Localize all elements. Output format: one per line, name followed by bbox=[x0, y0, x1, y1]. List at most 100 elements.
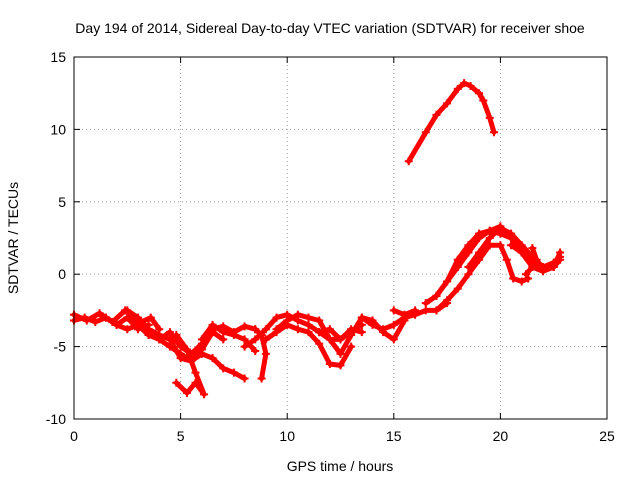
data-point bbox=[325, 359, 334, 368]
data-point bbox=[172, 378, 181, 387]
data-point bbox=[336, 349, 345, 358]
data-point bbox=[507, 229, 516, 238]
y-axis-label: SDTVAR / TECUs bbox=[5, 182, 21, 294]
data-point bbox=[485, 226, 494, 235]
data-point bbox=[155, 335, 164, 344]
plot-data bbox=[70, 79, 565, 399]
y-tick-label: -10 bbox=[46, 411, 66, 427]
series-arc-17 bbox=[404, 79, 499, 166]
data-point bbox=[517, 241, 526, 250]
data-point bbox=[466, 81, 475, 90]
data-point bbox=[507, 241, 516, 250]
data-point bbox=[257, 374, 266, 383]
x-tick-label: 20 bbox=[493, 428, 509, 444]
data-point bbox=[357, 313, 366, 322]
data-point bbox=[208, 325, 217, 334]
series-line bbox=[370, 318, 407, 342]
data-point bbox=[539, 267, 548, 276]
data-point bbox=[517, 248, 526, 257]
data-point bbox=[475, 229, 484, 238]
data-point bbox=[133, 313, 142, 322]
data-point bbox=[357, 328, 366, 337]
data-point bbox=[82, 316, 91, 325]
series-line bbox=[252, 326, 269, 381]
data-point bbox=[315, 316, 324, 325]
data-point bbox=[453, 84, 462, 93]
data-point bbox=[496, 241, 505, 250]
data-point bbox=[496, 223, 505, 232]
series-line bbox=[199, 322, 258, 354]
data-point bbox=[240, 374, 249, 383]
data-point bbox=[549, 262, 558, 271]
data-point bbox=[200, 390, 209, 399]
data-point bbox=[509, 274, 518, 283]
data-point bbox=[219, 322, 228, 331]
data-point bbox=[197, 349, 206, 358]
data-point bbox=[475, 248, 484, 257]
data-point bbox=[112, 320, 121, 329]
data-point bbox=[464, 270, 473, 279]
data-point bbox=[475, 89, 484, 98]
data-point bbox=[251, 335, 260, 344]
data-point bbox=[208, 354, 217, 363]
data-point bbox=[315, 328, 324, 337]
data-point bbox=[453, 284, 462, 293]
data-point bbox=[336, 335, 345, 344]
x-tick-label: 25 bbox=[599, 428, 615, 444]
data-point bbox=[528, 244, 537, 253]
series-line bbox=[508, 242, 563, 274]
series-arc-23 bbox=[521, 244, 541, 279]
series-arc-20 bbox=[432, 241, 533, 315]
data-point bbox=[165, 342, 174, 351]
data-point bbox=[304, 328, 313, 337]
data-point bbox=[479, 96, 488, 105]
data-point bbox=[421, 299, 430, 308]
data-point bbox=[432, 110, 441, 119]
series-arc-13 bbox=[315, 325, 366, 344]
data-point bbox=[91, 317, 100, 326]
x-tick-label: 0 bbox=[70, 428, 78, 444]
data-point bbox=[272, 325, 281, 334]
data-point bbox=[123, 306, 132, 315]
data-point bbox=[485, 113, 494, 122]
data-point bbox=[432, 291, 441, 300]
data-point bbox=[304, 320, 313, 329]
data-point bbox=[490, 128, 499, 137]
series-line bbox=[523, 245, 540, 277]
axes: 0 5 10 15 20 25 15 10 5 0 -5 -10 bbox=[46, 49, 615, 444]
series-arc-16 bbox=[389, 306, 420, 319]
data-point bbox=[411, 306, 420, 315]
data-point bbox=[347, 342, 356, 351]
data-point bbox=[123, 325, 132, 334]
x-axis-label: GPS time / hours bbox=[287, 458, 394, 474]
data-point bbox=[389, 320, 398, 329]
data-point bbox=[176, 349, 185, 358]
data-point bbox=[464, 241, 473, 250]
data-point bbox=[182, 345, 191, 354]
data-point bbox=[146, 313, 155, 322]
data-point bbox=[421, 306, 430, 315]
data-point bbox=[336, 361, 345, 370]
series-arc-7 bbox=[197, 320, 260, 355]
data-point bbox=[133, 320, 142, 329]
data-point bbox=[556, 248, 565, 257]
data-point bbox=[191, 368, 200, 377]
data-point bbox=[293, 310, 302, 319]
data-point bbox=[261, 325, 270, 334]
data-point bbox=[443, 99, 452, 108]
data-point bbox=[325, 335, 334, 344]
y-tick-label: -5 bbox=[54, 339, 67, 355]
data-point bbox=[95, 309, 104, 318]
data-point bbox=[261, 335, 270, 344]
data-point bbox=[240, 342, 249, 351]
data-point bbox=[443, 277, 452, 286]
data-point bbox=[453, 255, 462, 264]
data-point bbox=[528, 262, 537, 271]
x-tick-label: 15 bbox=[386, 428, 402, 444]
data-point bbox=[556, 255, 565, 264]
data-point bbox=[304, 313, 313, 322]
data-point bbox=[165, 328, 174, 337]
data-point bbox=[389, 335, 398, 344]
data-point bbox=[368, 316, 377, 325]
